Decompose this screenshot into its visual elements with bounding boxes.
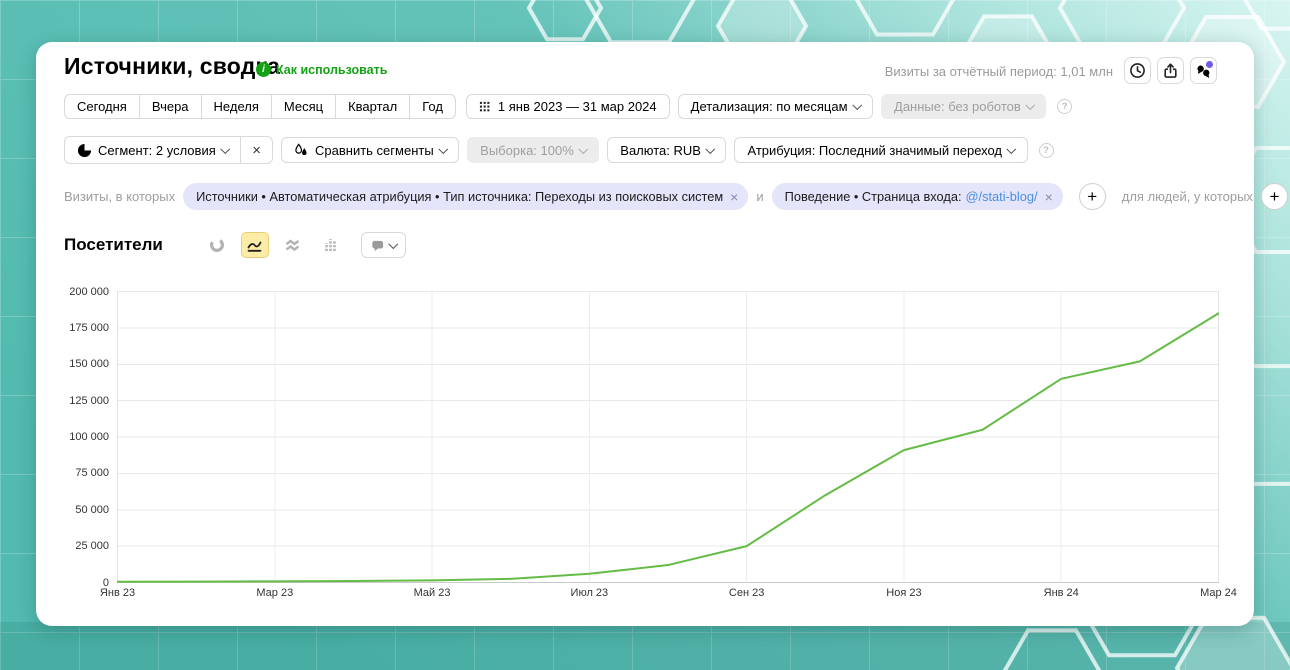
chevron-down-icon	[1025, 100, 1034, 109]
header-buttons	[1124, 57, 1217, 84]
y-axis-label: 50 000	[36, 504, 109, 516]
chart-type-area-button[interactable]	[279, 232, 307, 258]
add-people-condition-button[interactable]: +	[1261, 183, 1288, 210]
and-label: и	[756, 189, 763, 204]
speech-bubble-icon	[370, 238, 385, 253]
report-card: Источники, сводка i Как использовать Виз…	[36, 42, 1254, 626]
comments-button[interactable]	[1190, 57, 1217, 84]
chart-type-pie-button[interactable]	[203, 232, 231, 258]
chevron-down-icon	[1007, 144, 1016, 153]
chart-type-line-button[interactable]	[241, 232, 269, 258]
period-week-button[interactable]: Неделя	[201, 94, 271, 119]
detail-label: Детализация: по месяцам	[691, 99, 848, 114]
visits-summary: Визиты за отчётный период: 1,01 млн	[885, 64, 1113, 79]
period-yesterday-button[interactable]: Вчера	[139, 94, 201, 119]
share-icon	[1162, 62, 1179, 79]
clock-icon	[1129, 62, 1146, 79]
attribution-dropdown[interactable]: Атрибуция: Последний значимый переход	[734, 137, 1027, 163]
chevron-down-icon	[852, 100, 861, 109]
y-axis-label: 175 000	[36, 322, 109, 334]
compare-drops-icon	[294, 143, 309, 158]
period-toolbar: Сегодня Вчера Неделя Месяц Квартал Год 1…	[64, 94, 1072, 119]
chevron-down-icon	[220, 144, 229, 153]
chevron-down-icon	[389, 239, 398, 248]
entry-page-link[interactable]: @/stati-blog/	[966, 189, 1038, 204]
y-axis-label: 100 000	[36, 431, 109, 443]
currency-dropdown[interactable]: Валюта: RUB	[607, 137, 726, 163]
history-button[interactable]	[1124, 57, 1151, 84]
detail-dropdown[interactable]: Детализация: по месяцам	[678, 94, 873, 119]
behavior-filter-chip[interactable]: Поведение • Страница входа: @/stati-blog…	[772, 183, 1063, 210]
y-axis-label: 200 000	[36, 286, 109, 298]
x-axis-label: Янв 24	[1044, 587, 1079, 599]
segment-label: Сегмент: 2 условия	[98, 143, 216, 158]
how-to-use-label[interactable]: Как использовать	[276, 63, 387, 77]
y-axis-label: 0	[36, 577, 109, 589]
x-axis-label: Мар 23	[256, 587, 293, 599]
date-range-button[interactable]: 1 янв 2023 — 31 мар 2024	[466, 94, 670, 119]
help-icon[interactable]: ?	[1039, 143, 1054, 158]
visitors-header: Посетители	[64, 232, 406, 258]
behavior-chip-label: Поведение • Страница входа:	[785, 189, 962, 204]
export-button[interactable]	[1157, 57, 1184, 84]
close-icon[interactable]: ×	[1045, 189, 1053, 205]
period-quarter-button[interactable]: Квартал	[335, 94, 409, 119]
data-filter-dropdown[interactable]: Данные: без роботов	[881, 94, 1046, 119]
segment-clear-button[interactable]: ×	[241, 137, 272, 163]
period-year-button[interactable]: Год	[409, 94, 456, 119]
y-axis-label: 150 000	[36, 358, 109, 370]
segment-pie-icon	[77, 143, 92, 158]
y-axis-label: 125 000	[36, 395, 109, 407]
sources-filter-chip[interactable]: Источники • Автоматическая атрибуция • Т…	[183, 183, 748, 210]
filter-chips-row: Визиты, в которых Источники • Автоматиче…	[64, 183, 1288, 210]
info-icon: i	[256, 62, 271, 77]
chart-title: Посетители	[64, 235, 163, 255]
chevron-down-icon	[706, 144, 715, 153]
for-people-label: для людей, у которых	[1122, 189, 1253, 204]
chevron-down-icon	[578, 144, 587, 153]
visitors-chart[interactable]	[117, 291, 1219, 583]
close-icon[interactable]: ×	[730, 189, 738, 205]
compare-segments-label: Сравнить сегменты	[315, 143, 434, 158]
sampling-dropdown[interactable]: Выборка: 100%	[467, 137, 599, 163]
chevron-down-icon	[438, 144, 447, 153]
segment-dropdown[interactable]: Сегмент: 2 условия	[65, 137, 240, 163]
add-visit-condition-button[interactable]: +	[1079, 183, 1106, 210]
y-axis-label: 25 000	[36, 540, 109, 552]
x-axis-label: Ноя 23	[886, 587, 921, 599]
chart-type-columns-button[interactable]	[317, 232, 345, 258]
notification-badge	[1206, 61, 1213, 68]
column-chart-icon	[322, 237, 339, 254]
sources-chip-label: Источники • Автоматическая атрибуция • Т…	[196, 189, 723, 204]
x-axis-label: Май 23	[414, 587, 451, 599]
segment-group: Сегмент: 2 условия ×	[64, 136, 273, 164]
stacked-area-icon	[284, 237, 301, 254]
page: Источники, сводка i Как использовать Виз…	[0, 0, 1290, 670]
calendar-dots-icon	[479, 100, 492, 113]
period-today-button[interactable]: Сегодня	[64, 94, 139, 119]
segment-toolbar: Сегмент: 2 условия × Сравнить сегменты В…	[64, 136, 1054, 164]
pie-chart-icon	[209, 237, 225, 253]
annotations-dropdown[interactable]	[361, 232, 406, 258]
date-range-label: 1 янв 2023 — 31 мар 2024	[498, 99, 657, 114]
x-axis-label: Июл 23	[571, 587, 609, 599]
attribution-label: Атрибуция: Последний значимый переход	[747, 143, 1002, 158]
line-chart-icon	[246, 237, 263, 254]
visitors-line	[118, 313, 1219, 581]
x-axis-label: Янв 23	[100, 587, 135, 599]
x-axis-label: Сен 23	[729, 587, 764, 599]
sampling-label: Выборка: 100%	[480, 143, 574, 158]
visits-in-which-label: Визиты, в которых	[64, 189, 175, 204]
x-axis-label: Мар 24	[1200, 587, 1237, 599]
data-filter-label: Данные: без роботов	[894, 99, 1021, 114]
y-axis-label: 75 000	[36, 467, 109, 479]
period-month-button[interactable]: Месяц	[271, 94, 335, 119]
currency-label: Валюта: RUB	[620, 143, 701, 158]
period-segmented-control: Сегодня Вчера Неделя Месяц Квартал Год	[64, 94, 456, 119]
compare-segments-dropdown[interactable]: Сравнить сегменты	[281, 137, 459, 163]
help-icon[interactable]: ?	[1057, 99, 1072, 114]
page-title: Источники, сводка	[64, 53, 280, 80]
how-to-use-link[interactable]: i Как использовать	[256, 62, 387, 77]
x-axis: Янв 23Мар 23Май 23Июл 23Сен 23Ноя 23Янв …	[117, 587, 1219, 603]
